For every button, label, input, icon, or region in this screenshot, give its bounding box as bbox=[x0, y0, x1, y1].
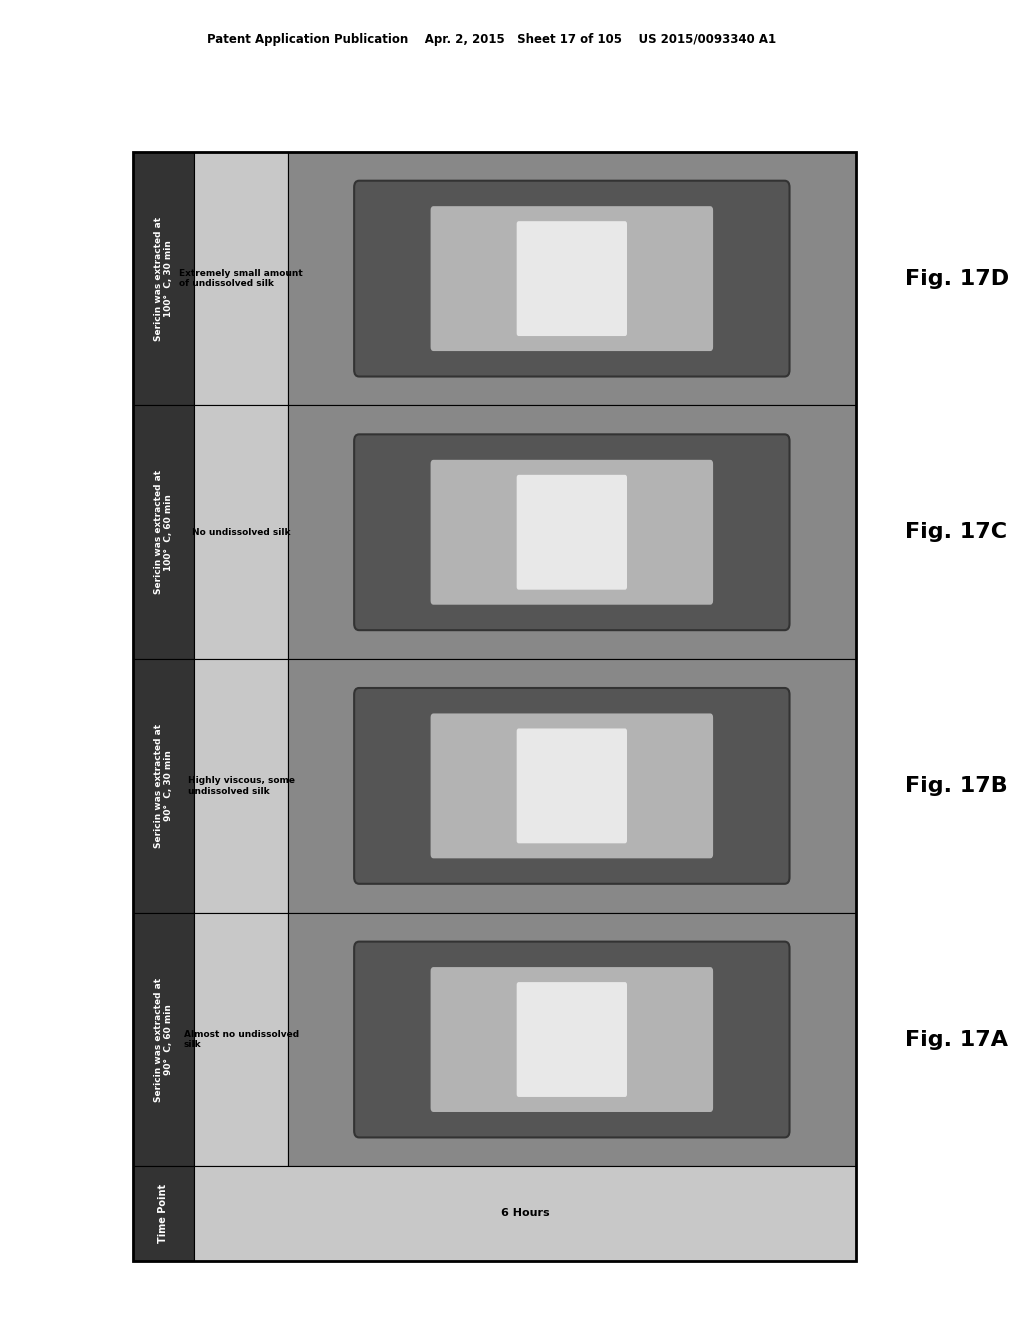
FancyBboxPatch shape bbox=[354, 941, 790, 1138]
Bar bbox=[133, 405, 195, 659]
FancyBboxPatch shape bbox=[354, 181, 790, 376]
FancyBboxPatch shape bbox=[430, 459, 713, 605]
Text: Fig. 17A: Fig. 17A bbox=[904, 1030, 1008, 1049]
FancyBboxPatch shape bbox=[517, 222, 627, 337]
Bar bbox=[133, 659, 195, 912]
Bar bbox=[133, 912, 195, 1167]
Text: Sericin was extracted at
90°  C, 30 min: Sericin was extracted at 90° C, 30 min bbox=[154, 723, 173, 847]
FancyBboxPatch shape bbox=[517, 982, 627, 1097]
FancyBboxPatch shape bbox=[517, 475, 627, 590]
FancyBboxPatch shape bbox=[430, 713, 713, 858]
Bar bbox=[195, 405, 288, 659]
Bar bbox=[195, 912, 288, 1167]
Text: Sericin was extracted at
100°  C, 30 min: Sericin was extracted at 100° C, 30 min bbox=[154, 216, 173, 341]
Text: Extremely small amount
of undissolved silk: Extremely small amount of undissolved si… bbox=[179, 269, 303, 288]
FancyBboxPatch shape bbox=[517, 729, 627, 843]
Text: Sericin was extracted at
90°  C, 60 min: Sericin was extracted at 90° C, 60 min bbox=[154, 978, 173, 1102]
Text: No undissolved silk: No undissolved silk bbox=[191, 528, 291, 537]
Bar bbox=[195, 659, 288, 912]
Text: Patent Application Publication    Apr. 2, 2015   Sheet 17 of 105    US 2015/0093: Patent Application Publication Apr. 2, 2… bbox=[207, 33, 776, 46]
Text: 6 Hours: 6 Hours bbox=[501, 1209, 549, 1218]
Bar bbox=[288, 659, 855, 912]
Bar bbox=[195, 152, 288, 405]
Bar bbox=[133, 152, 855, 1261]
Text: Almost no undissolved
silk: Almost no undissolved silk bbox=[183, 1030, 299, 1049]
Bar bbox=[288, 405, 855, 659]
Text: Highly viscous, some
undissolved silk: Highly viscous, some undissolved silk bbox=[187, 776, 295, 796]
Text: Fig. 17D: Fig. 17D bbox=[904, 268, 1009, 289]
Bar bbox=[133, 152, 195, 405]
Text: Sericin was extracted at
100°  C, 60 min: Sericin was extracted at 100° C, 60 min bbox=[154, 470, 173, 594]
Text: Fig. 17C: Fig. 17C bbox=[904, 523, 1007, 543]
FancyBboxPatch shape bbox=[430, 206, 713, 351]
Bar bbox=[195, 1167, 855, 1261]
FancyBboxPatch shape bbox=[354, 688, 790, 884]
Bar bbox=[133, 1167, 195, 1261]
Text: Time Point: Time Point bbox=[159, 1184, 169, 1243]
Bar bbox=[288, 912, 855, 1167]
Text: Fig. 17B: Fig. 17B bbox=[904, 776, 1008, 796]
Bar bbox=[288, 152, 855, 405]
FancyBboxPatch shape bbox=[430, 968, 713, 1111]
FancyBboxPatch shape bbox=[354, 434, 790, 630]
